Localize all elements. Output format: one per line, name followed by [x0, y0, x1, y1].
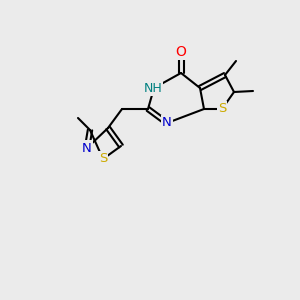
Text: NH: NH [144, 82, 162, 94]
Text: S: S [218, 103, 226, 116]
Text: O: O [176, 45, 186, 59]
Text: N: N [82, 142, 92, 154]
Text: N: N [162, 116, 172, 130]
Text: S: S [99, 152, 107, 166]
